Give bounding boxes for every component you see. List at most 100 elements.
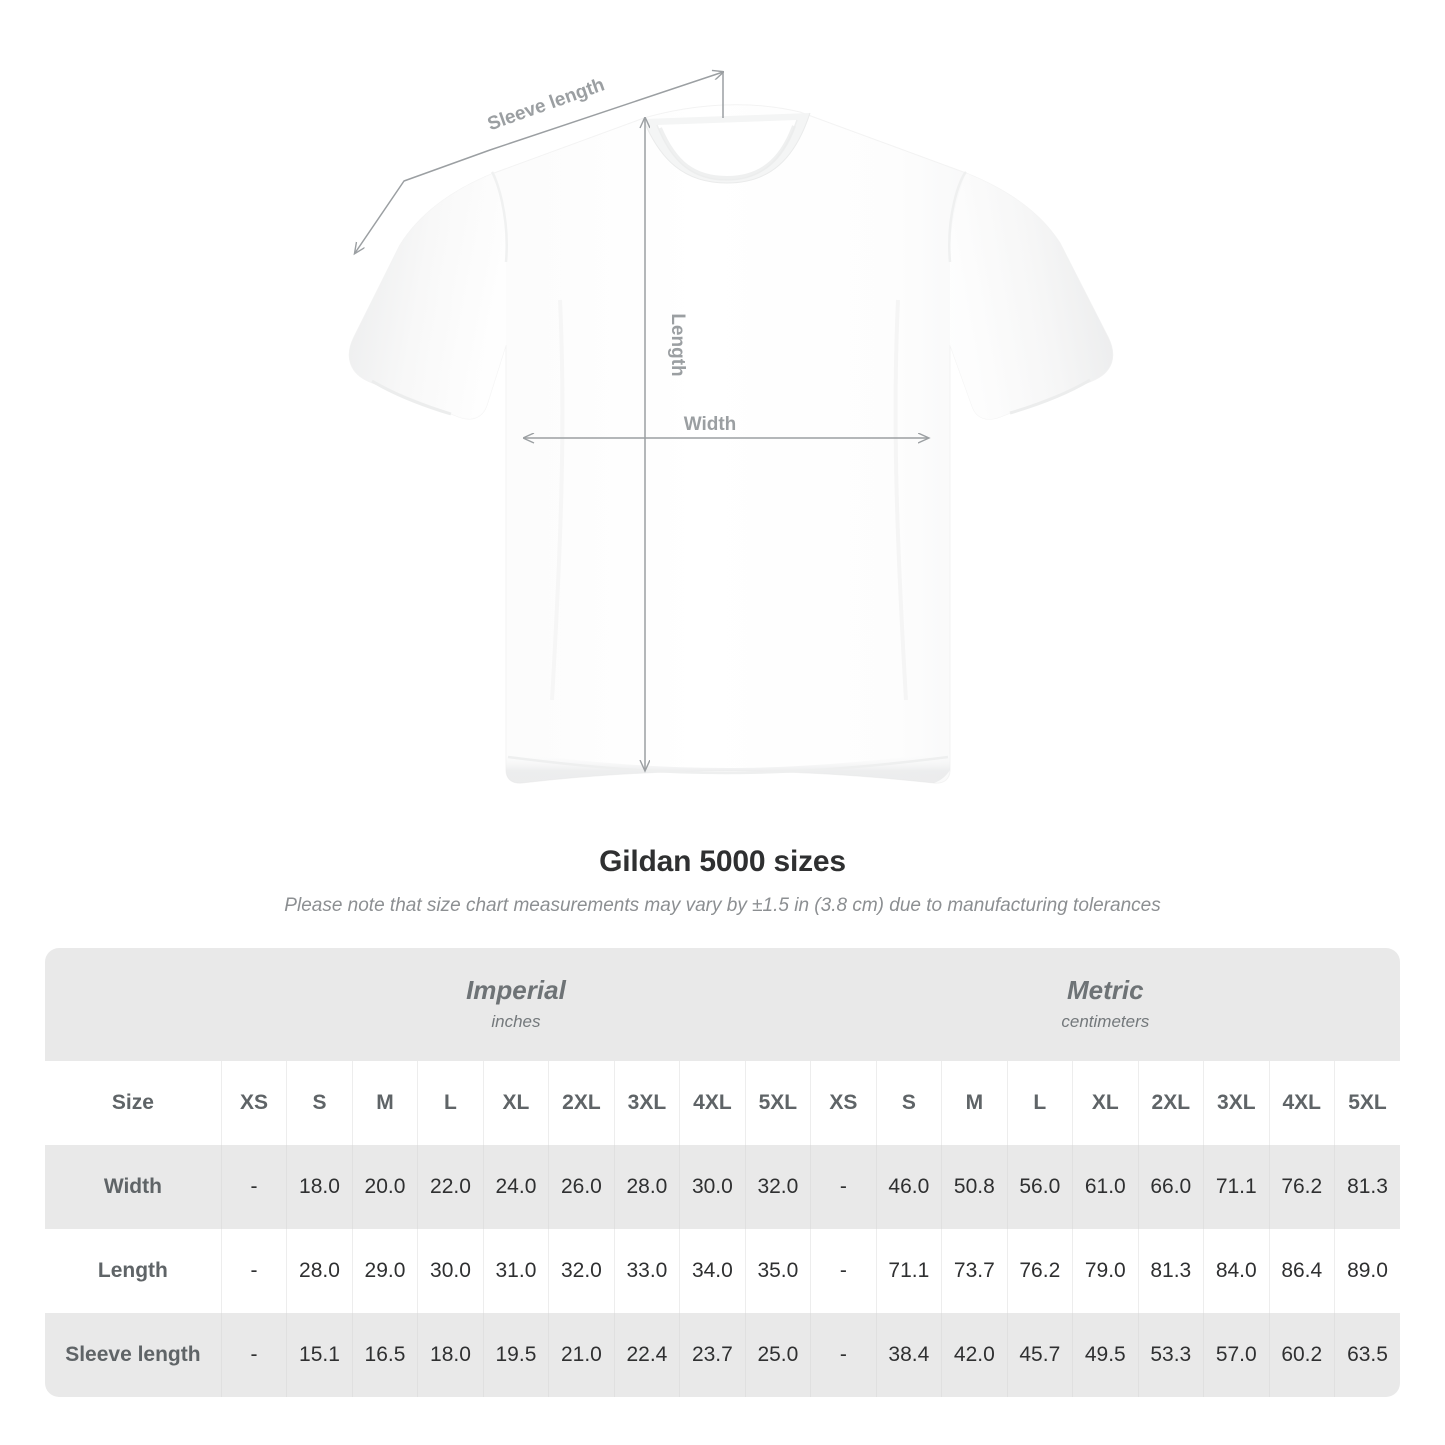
size-col-metric-7: 4XL <box>1268 1061 1335 1145</box>
unit-banner-row: Imperial inches Metric centimeters <box>45 948 1400 1061</box>
size-col-imperial-8: 5XL <box>744 1061 811 1145</box>
cell-length-imperial-2: 29.0 <box>351 1229 418 1313</box>
cell-length-metric-7: 86.4 <box>1268 1229 1335 1313</box>
cell-length-metric-4: 79.0 <box>1072 1229 1139 1313</box>
cell-length-metric-1: 71.1 <box>875 1229 942 1313</box>
cell-sleeve-imperial-4: 19.5 <box>482 1313 549 1397</box>
unit-group-imperial-sub: inches <box>491 1011 541 1031</box>
cell-width-imperial-0: - <box>220 1145 287 1229</box>
row-label-length: Length <box>45 1229 222 1313</box>
cell-length-imperial-7: 34.0 <box>679 1229 746 1313</box>
size-header-label: Size <box>45 1061 222 1145</box>
size-col-metric-5: 2XL <box>1137 1061 1204 1145</box>
cell-width-imperial-2: 20.0 <box>351 1145 418 1229</box>
cell-sleeve-imperial-1: 15.1 <box>286 1313 353 1397</box>
cell-width-metric-0: - <box>810 1145 877 1229</box>
size-col-metric-2: M <box>941 1061 1008 1145</box>
unit-banner-spacer <box>45 948 222 1061</box>
cell-sleeve-metric-7: 60.2 <box>1268 1313 1335 1397</box>
table-row: Sleeve length - 15.1 16.5 18.0 19.5 21.0… <box>45 1313 1400 1397</box>
cell-length-imperial-3: 30.0 <box>417 1229 484 1313</box>
size-table-header: Imperial inches Metric centimeters <box>45 948 1400 1061</box>
row-label-sleeve-length: Sleeve length <box>45 1313 222 1397</box>
size-col-metric-6: 3XL <box>1203 1061 1270 1145</box>
tshirt-illustration <box>348 104 1114 784</box>
unit-group-metric-sub: centimeters <box>1061 1011 1150 1031</box>
size-table-body: Size XS S M L XL 2XL 3XL 4XL 5XL XS S M … <box>45 1061 1400 1397</box>
tshirt-hem-line <box>507 755 949 775</box>
cell-width-imperial-8: 32.0 <box>744 1145 811 1229</box>
cell-sleeve-metric-1: 38.4 <box>875 1313 942 1397</box>
cell-sleeve-imperial-3: 18.0 <box>417 1313 484 1397</box>
unit-group-metric-name: Metric <box>1067 975 1144 1006</box>
cell-sleeve-imperial-2: 16.5 <box>351 1313 418 1397</box>
size-table: Imperial inches Metric centimeters Size … <box>45 948 1400 1397</box>
cell-length-imperial-0: - <box>220 1229 287 1313</box>
size-header-row: Size XS S M L XL 2XL 3XL 4XL 5XL XS S M … <box>45 1061 1400 1145</box>
unit-group-imperial: Imperial inches <box>221 948 811 1061</box>
left-sleeve-hem <box>371 379 452 416</box>
cell-sleeve-metric-4: 49.5 <box>1072 1313 1139 1397</box>
unit-group-imperial-name: Imperial <box>466 975 566 1006</box>
table-row: Width - 18.0 20.0 22.0 24.0 26.0 28.0 30… <box>45 1145 1400 1229</box>
length-label: Length <box>667 313 688 376</box>
cell-sleeve-metric-5: 53.3 <box>1137 1313 1204 1397</box>
cell-sleeve-metric-3: 45.7 <box>1006 1313 1073 1397</box>
cell-length-metric-6: 84.0 <box>1203 1229 1270 1313</box>
cell-sleeve-imperial-6: 22.4 <box>613 1313 680 1397</box>
right-sleeve-hem <box>1009 378 1091 415</box>
cell-width-metric-5: 66.0 <box>1137 1145 1204 1229</box>
cell-sleeve-metric-2: 42.0 <box>941 1313 1008 1397</box>
cell-width-imperial-6: 28.0 <box>613 1145 680 1229</box>
chart-heading: Gildan 5000 sizes Please note that size … <box>0 845 1445 917</box>
cell-length-imperial-6: 33.0 <box>613 1229 680 1313</box>
cell-length-metric-5: 81.3 <box>1137 1229 1204 1313</box>
cell-width-metric-8: 81.3 <box>1334 1145 1400 1229</box>
cell-length-metric-8: 89.0 <box>1334 1229 1400 1313</box>
body-fold-left <box>550 299 565 701</box>
size-col-metric-1: S <box>875 1061 942 1145</box>
size-col-imperial-5: 2XL <box>548 1061 615 1145</box>
width-label: Width <box>684 414 737 435</box>
size-col-imperial-3: L <box>417 1061 484 1145</box>
right-shoulder-seam <box>948 171 967 263</box>
table-row: Length - 28.0 29.0 30.0 31.0 32.0 33.0 3… <box>45 1229 1400 1313</box>
cell-width-metric-3: 56.0 <box>1006 1145 1073 1229</box>
cell-width-metric-4: 61.0 <box>1072 1145 1139 1229</box>
size-col-metric-8: 5XL <box>1334 1061 1400 1145</box>
body-fold-right <box>893 299 908 701</box>
cell-width-metric-7: 76.2 <box>1268 1145 1335 1229</box>
cell-width-metric-2: 50.8 <box>941 1145 1008 1229</box>
size-col-metric-3: L <box>1006 1061 1073 1145</box>
cell-length-metric-3: 76.2 <box>1006 1229 1073 1313</box>
cell-length-imperial-8: 35.0 <box>744 1229 811 1313</box>
unit-group-metric: Metric centimeters <box>810 948 1400 1061</box>
row-label-width: Width <box>45 1145 222 1229</box>
cell-sleeve-metric-6: 57.0 <box>1203 1313 1270 1397</box>
cell-width-imperial-3: 22.0 <box>417 1145 484 1229</box>
cell-sleeve-imperial-0: - <box>220 1313 287 1397</box>
cell-sleeve-metric-0: - <box>810 1313 877 1397</box>
cell-length-metric-2: 73.7 <box>941 1229 1008 1313</box>
cell-width-imperial-1: 18.0 <box>286 1145 353 1229</box>
sleeve-length-arrow <box>355 72 723 253</box>
cell-length-imperial-1: 28.0 <box>286 1229 353 1313</box>
tshirt-measurement-diagram: Sleeve length Length Width <box>348 0 1114 784</box>
size-col-imperial-6: 3XL <box>613 1061 680 1145</box>
cell-sleeve-metric-8: 63.5 <box>1334 1313 1400 1397</box>
cell-width-imperial-7: 30.0 <box>679 1145 746 1229</box>
cell-width-imperial-4: 24.0 <box>482 1145 549 1229</box>
size-col-imperial-1: S <box>286 1061 353 1145</box>
cell-length-imperial-4: 31.0 <box>482 1229 549 1313</box>
cell-width-metric-1: 46.0 <box>875 1145 942 1229</box>
tolerance-note: Please note that size chart measurements… <box>284 895 1161 916</box>
measurement-guides <box>355 72 928 770</box>
cell-sleeve-imperial-7: 23.7 <box>679 1313 746 1397</box>
size-col-metric-0: XS <box>810 1061 877 1145</box>
tshirt-right-sleeve <box>950 173 1113 420</box>
cell-sleeve-imperial-5: 21.0 <box>548 1313 615 1397</box>
size-col-imperial-0: XS <box>220 1061 287 1145</box>
cell-length-metric-0: - <box>810 1229 877 1313</box>
size-table-container: Imperial inches Metric centimeters Size … <box>45 948 1400 1397</box>
